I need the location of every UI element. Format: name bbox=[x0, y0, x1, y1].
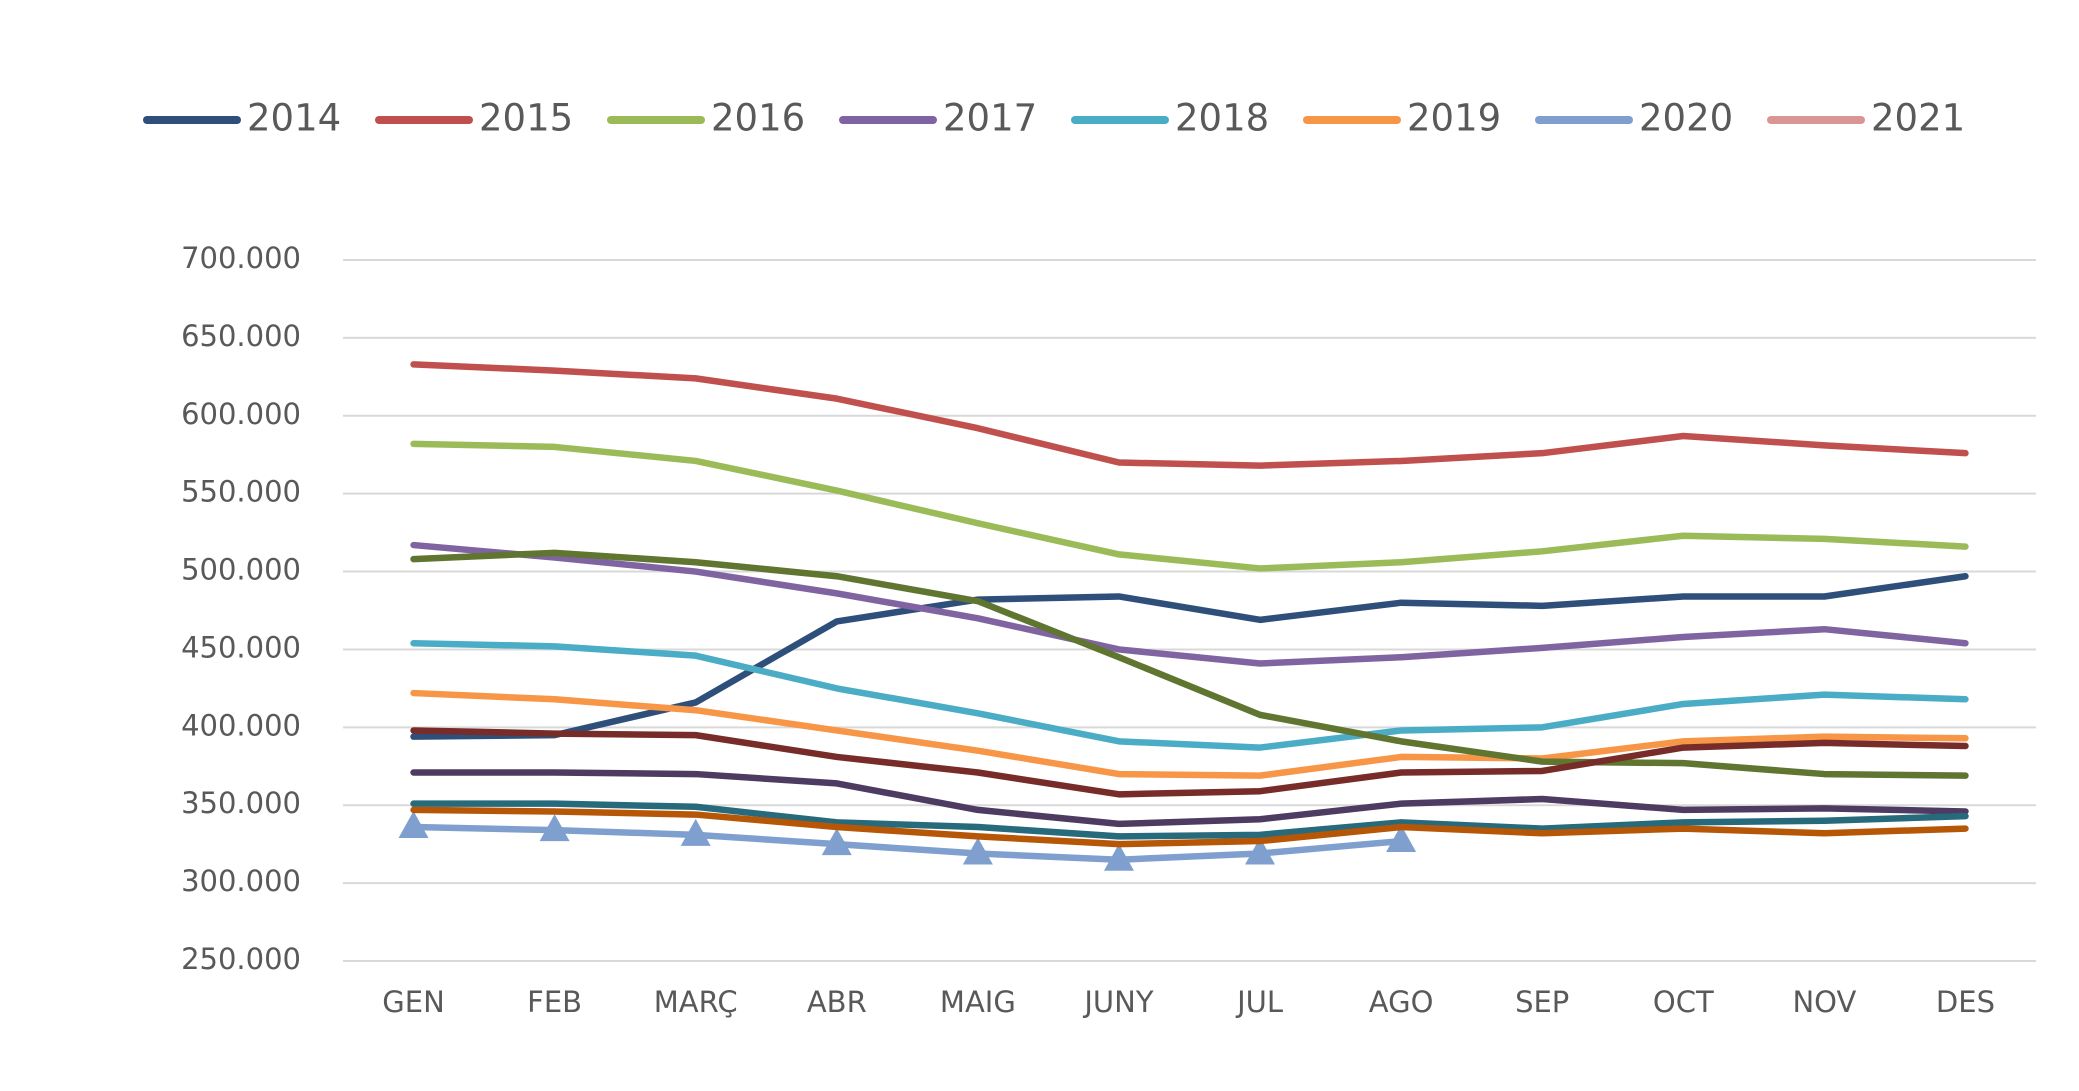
legend-label: 2018 bbox=[1175, 97, 1269, 140]
x-tick-label: FEB bbox=[527, 985, 582, 1019]
series-line bbox=[410, 541, 1969, 667]
legend-label: 2016 bbox=[711, 97, 805, 140]
x-tick-label: AGO bbox=[1369, 985, 1434, 1019]
legend-label: 2019 bbox=[1407, 97, 1501, 140]
y-tick-label: 450.000 bbox=[181, 630, 301, 664]
x-tick-label: MAIG bbox=[940, 985, 1016, 1019]
x-tick-label: JUL bbox=[1235, 985, 1283, 1019]
marker bbox=[398, 811, 429, 839]
series-line bbox=[410, 800, 1969, 840]
series-line bbox=[410, 823, 1405, 863]
x-tick-label: ABR bbox=[807, 985, 867, 1019]
y-tick-label: 300.000 bbox=[181, 864, 301, 898]
x-tick-label: SEP bbox=[1515, 985, 1569, 1019]
x-tick-label: DES bbox=[1936, 985, 1995, 1019]
x-tick-label: OCT bbox=[1653, 985, 1714, 1019]
y-tick-label: 550.000 bbox=[181, 475, 301, 509]
x-tick-label: MARÇ bbox=[654, 985, 738, 1019]
marker bbox=[962, 837, 993, 865]
marker bbox=[821, 828, 852, 856]
series-line bbox=[410, 769, 1969, 828]
series-line bbox=[410, 806, 1969, 848]
x-tick-label: JUNY bbox=[1082, 985, 1153, 1019]
series-line bbox=[410, 549, 1969, 779]
y-tick-label: 400.000 bbox=[181, 708, 301, 742]
legend-label: 2014 bbox=[247, 97, 341, 140]
y-tick-label: 650.000 bbox=[181, 319, 301, 353]
y-tick-label: 250.000 bbox=[181, 942, 301, 976]
x-tick-label: GEN bbox=[382, 985, 445, 1019]
series-line bbox=[410, 727, 1969, 798]
legend-label: 2017 bbox=[943, 97, 1037, 140]
marker bbox=[539, 814, 570, 842]
marker bbox=[1103, 843, 1134, 871]
series-line bbox=[410, 689, 1969, 779]
y-tick-label: 600.000 bbox=[181, 397, 301, 431]
y-tick-label: 700.000 bbox=[181, 241, 301, 275]
marker bbox=[1245, 837, 1276, 865]
series-line bbox=[410, 639, 1969, 751]
marker bbox=[680, 818, 711, 846]
series-line bbox=[410, 440, 1969, 572]
legend-label: 2015 bbox=[479, 97, 573, 140]
marker bbox=[1386, 825, 1417, 853]
x-tick-label: NOV bbox=[1792, 985, 1856, 1019]
legend-label: 2021 bbox=[1871, 97, 1965, 140]
y-tick-label: 350.000 bbox=[181, 786, 301, 820]
legend-label: 2020 bbox=[1639, 97, 1733, 140]
y-tick-label: 500.000 bbox=[181, 553, 301, 587]
series-line bbox=[410, 361, 1969, 469]
